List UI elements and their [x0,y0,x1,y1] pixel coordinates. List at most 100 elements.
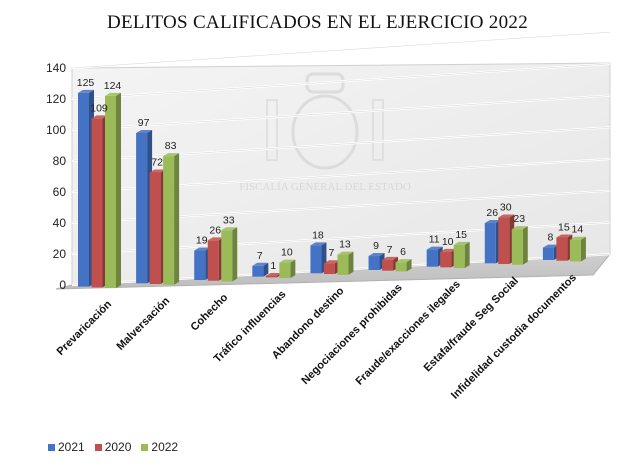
bar-top [252,262,269,266]
data-label-2022-7: 23 [513,213,525,225]
bar-side [232,227,238,282]
bar-top [426,246,443,250]
bar-top [265,272,282,276]
bar-front [395,262,407,272]
bar-top [498,214,515,218]
bar-front [337,254,349,275]
bar-top [105,92,121,96]
bar-side [263,262,269,277]
y-tick-label: 20 [53,247,67,261]
data-label-2022-0: 124 [104,80,122,92]
data-label-2022-3: 10 [281,247,293,259]
data-label-2022-1: 83 [165,140,177,152]
bar-top [323,260,340,264]
legend-label: 2021 [58,440,85,454]
legend-label: 2022 [151,440,179,454]
watermark-text: FISCALÍA GENERAL DEL ESTADO [239,181,411,193]
bar-top [569,236,586,240]
bar-top [511,226,528,230]
bar-side [580,236,586,262]
bar-front [542,247,554,260]
bar-front [194,250,206,280]
bar-2022-3 [279,259,296,279]
bar-front [163,156,175,285]
seal-pillar-left [266,99,278,161]
y-tick-label: 60 [53,185,67,199]
data-label-2022-4: 13 [339,239,351,251]
bar-2022-1 [163,153,180,285]
data-label-2021-6: 11 [429,234,440,246]
bar-top [163,153,180,157]
bar-side [348,251,354,275]
data-label-2020-6: 10 [442,236,454,248]
chart-title: DELITOS CALIFICADOS EN EL EJERCICIO 2022 [106,12,529,33]
bar-top [440,248,457,252]
bar-front [310,245,322,274]
bar-front [252,265,264,277]
bar-front [78,92,89,287]
bar-side [464,241,470,269]
legend-item-2022: 2022 [141,440,178,454]
bar-top [453,241,470,245]
y-tick-label: 40 [53,216,67,230]
bar-2022-7 [511,226,528,265]
bar-2022-6 [453,241,470,269]
legend-label: 2020 [104,440,132,454]
bar-front [279,262,291,279]
bar-front [265,275,277,278]
bar-front [440,251,452,268]
bar-top [207,237,224,241]
seal-pillar-right [372,99,384,161]
data-label-2021-1: 97 [138,117,150,129]
x-tick-label: Negociaciones prohibidas [299,282,404,387]
bar-top [542,244,559,248]
bar-top [221,227,238,231]
bar-top [556,234,573,238]
bar-side [406,259,412,272]
data-label-2021-5: 9 [373,240,379,252]
bar-top [368,253,385,257]
bar-side [290,259,296,279]
bar-front [149,172,161,285]
bar-front [556,237,568,261]
bar-2022-2 [221,227,238,282]
y-axis: 0 20 40 60 80 100 120 140 [46,61,66,292]
data-label-2020-5: 7 [387,244,393,256]
bar-front [221,230,233,282]
legend-swatch [48,443,55,451]
legend-item-2020: 2020 [94,440,132,454]
data-label-2020-3: 1 [270,260,276,272]
bar-top [78,89,94,93]
legend-swatch [141,443,149,451]
data-label-2021-2: 19 [196,235,208,247]
bar-front [498,217,510,265]
bar-top [194,247,211,251]
bar-2022-4 [337,251,354,275]
data-label-2020-1: 72 [151,156,163,168]
x-tick-label: Prevaricación [55,298,115,358]
legend-item-2021: 2021 [48,440,85,454]
legend: 2021 2020 2022 [48,440,178,454]
bar-front [323,263,335,275]
bar-front [569,239,581,262]
y-tick-label: 80 [53,154,67,168]
seal-shield [291,94,359,170]
y-tick-label: 140 [46,61,66,75]
data-label-2022-5: 6 [400,246,406,258]
bar-2022-0 [105,92,121,289]
bar-top [484,220,501,224]
bar-front [105,95,116,289]
bar-front [207,240,219,281]
data-label-2021-7: 26 [486,207,498,219]
bar-top [91,115,108,119]
x-tick-label: Fraude/exacciones ilegales [354,278,463,387]
bar-front [511,229,523,265]
bars [78,89,586,289]
legend-swatch [94,443,102,451]
data-label-2021-4: 18 [312,229,324,241]
bar-2022-5 [395,259,412,272]
x-axis: Prevaricación Malversación CohechoTráfico … [55,272,579,402]
y-tick-label: 120 [46,92,66,106]
bar-side [116,92,121,289]
